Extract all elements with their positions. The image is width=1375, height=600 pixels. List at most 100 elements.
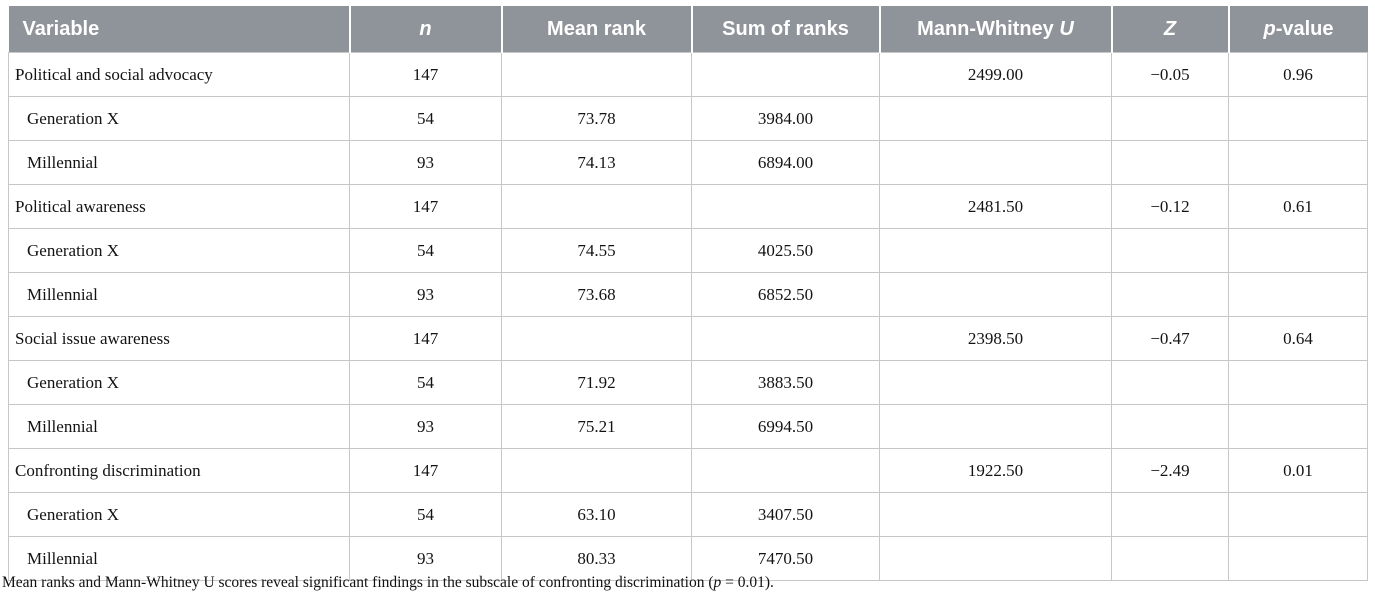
cell-variable: Generation X	[8, 492, 350, 537]
cell-sum-of-ranks: 6994.50	[691, 404, 880, 449]
header-p-symbol: p	[1263, 17, 1276, 40]
cell-variable: Generation X	[8, 228, 350, 273]
cell-z: −2.49	[1111, 448, 1229, 493]
cell-mann-whitney-u: 1922.50	[879, 448, 1112, 493]
cell-z	[1111, 360, 1229, 405]
table-row: Millennial 93 73.68 6852.50	[8, 272, 1368, 317]
cell-p-value: 0.64	[1228, 316, 1368, 361]
header-n: n	[349, 6, 503, 53]
cell-sum-of-ranks	[691, 448, 880, 493]
cell-sum-of-ranks: 3984.00	[691, 96, 880, 141]
header-mann-whitney-u: Mann-Whitney U	[879, 6, 1113, 53]
cell-variable: Generation X	[8, 96, 350, 141]
cell-variable: Political awareness	[8, 184, 350, 229]
header-z: Z	[1111, 6, 1230, 53]
cell-n: 93	[349, 272, 502, 317]
cell-variable: Political and social advocacy	[8, 52, 350, 97]
table-row: Generation X 54 74.55 4025.50	[8, 228, 1368, 273]
cell-mean-rank: 74.55	[501, 228, 692, 273]
cell-sum-of-ranks	[691, 52, 880, 97]
cell-p-value: 0.01	[1228, 448, 1368, 493]
cell-mean-rank: 80.33	[501, 536, 692, 581]
cell-z	[1111, 492, 1229, 537]
cell-p-value	[1228, 140, 1368, 185]
header-p-value: p-value	[1228, 6, 1368, 53]
cell-variable: Millennial	[8, 404, 350, 449]
cell-p-value	[1228, 492, 1368, 537]
cell-n: 54	[349, 360, 502, 405]
table-header: Variable n Mean rank Sum of ranks Mann-W…	[8, 6, 1368, 53]
cell-n: 54	[349, 492, 502, 537]
cell-sum-of-ranks: 3883.50	[691, 360, 880, 405]
cell-mann-whitney-u: 2481.50	[879, 184, 1112, 229]
footnote-p-symbol: p	[713, 574, 722, 591]
cell-mann-whitney-u	[879, 404, 1112, 449]
cell-p-value	[1228, 96, 1368, 141]
header-mean-rank-label: Mean rank	[547, 17, 646, 40]
table-row: Generation X 54 73.78 3984.00	[8, 96, 1368, 141]
cell-mann-whitney-u	[879, 140, 1112, 185]
cell-n: 54	[349, 228, 502, 273]
cell-variable: Generation X	[8, 360, 350, 405]
cell-z: −0.05	[1111, 52, 1229, 97]
cell-z: −0.47	[1111, 316, 1229, 361]
cell-variable: Millennial	[8, 140, 350, 185]
cell-mean-rank: 74.13	[501, 140, 692, 185]
header-sum-of-ranks-label: Sum of ranks	[722, 17, 849, 40]
cell-mean-rank	[501, 52, 692, 97]
cell-p-value	[1228, 228, 1368, 273]
cell-mann-whitney-u	[879, 96, 1112, 141]
table-row: Political and social advocacy 147 2499.0…	[8, 52, 1368, 97]
cell-mann-whitney-u	[879, 228, 1112, 273]
cell-z	[1111, 96, 1229, 141]
cell-variable: Millennial	[8, 272, 350, 317]
cell-n: 147	[349, 316, 502, 361]
cell-sum-of-ranks: 6894.00	[691, 140, 880, 185]
cell-n: 147	[349, 184, 502, 229]
header-variable: Variable	[8, 6, 351, 53]
cell-sum-of-ranks: 4025.50	[691, 228, 880, 273]
cell-sum-of-ranks	[691, 316, 880, 361]
cell-z	[1111, 404, 1229, 449]
cell-sum-of-ranks	[691, 184, 880, 229]
footnote-prefix: Mean ranks and Mann-Whitney U scores rev…	[2, 574, 714, 591]
cell-mann-whitney-u: 2499.00	[879, 52, 1112, 97]
cell-p-value	[1228, 360, 1368, 405]
table-row: Generation X 54 63.10 3407.50	[8, 492, 1368, 537]
cell-p-value	[1228, 272, 1368, 317]
header-sum-of-ranks: Sum of ranks	[691, 6, 881, 53]
header-variable-label: Variable	[22, 17, 100, 40]
header-z-label: Z	[1163, 17, 1177, 40]
cell-z: −0.12	[1111, 184, 1229, 229]
cell-mann-whitney-u: 2398.50	[879, 316, 1112, 361]
cell-mean-rank: 63.10	[501, 492, 692, 537]
cell-variable: Social issue awareness	[8, 316, 350, 361]
cell-p-value	[1228, 536, 1368, 581]
table-row: Social issue awareness 147 2398.50 −0.47…	[8, 316, 1368, 361]
cell-mean-rank	[501, 184, 692, 229]
table-row: Millennial 93 74.13 6894.00	[8, 140, 1368, 185]
cell-p-value: 0.96	[1228, 52, 1368, 97]
table-row: Generation X 54 71.92 3883.50	[8, 360, 1368, 405]
cell-mann-whitney-u	[879, 360, 1112, 405]
cell-sum-of-ranks: 7470.50	[691, 536, 880, 581]
table-row: Millennial 93 75.21 6994.50	[8, 404, 1368, 449]
cell-mean-rank: 75.21	[501, 404, 692, 449]
cell-p-value: 0.61	[1228, 184, 1368, 229]
cell-n: 54	[349, 96, 502, 141]
cell-variable: Confronting discrimination	[8, 448, 350, 493]
cell-sum-of-ranks: 3407.50	[691, 492, 880, 537]
cell-mean-rank: 71.92	[501, 360, 692, 405]
cell-sum-of-ranks: 6852.50	[691, 272, 880, 317]
table-row: Confronting discrimination 147 1922.50 −…	[8, 448, 1368, 493]
cell-mann-whitney-u	[879, 536, 1112, 581]
header-mann-whitney-u-symbol: U	[1059, 17, 1074, 40]
cell-n: 147	[349, 448, 502, 493]
cell-z	[1111, 140, 1229, 185]
cell-z	[1111, 228, 1229, 273]
cell-mean-rank	[501, 316, 692, 361]
table-row: Political awareness 147 2481.50 −0.12 0.…	[8, 184, 1368, 229]
cell-n: 93	[349, 404, 502, 449]
header-p-suffix: -value	[1275, 17, 1334, 40]
footnote-suffix: = 0.01).	[721, 574, 774, 591]
